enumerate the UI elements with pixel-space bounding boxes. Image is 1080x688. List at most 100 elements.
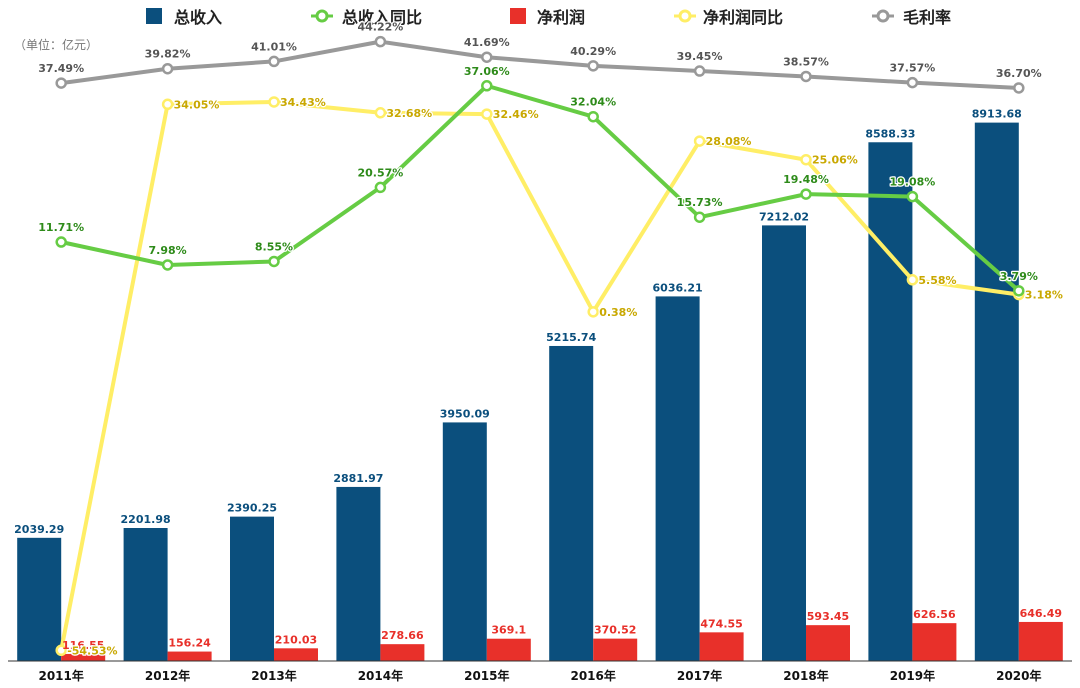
labels-layer: 2039.29 116.55 2201.98 156.24 2390.25 210.03 2… bbox=[14, 19, 1064, 658]
point-毛利率-2019年 bbox=[906, 76, 919, 89]
x-tick-2015年: 2015年 bbox=[464, 668, 509, 683]
point-label-毛利率-2020年: 36.70% bbox=[996, 67, 1042, 80]
bar-总收入-2015年 bbox=[442, 422, 487, 661]
bar-label-净利润-2011年: 116.55 bbox=[62, 639, 104, 652]
bar-总收入-2014年 bbox=[336, 486, 381, 661]
bar-总收入-2017年 bbox=[655, 296, 700, 661]
legend-label-总收入: 总收入 bbox=[174, 8, 222, 27]
point-label-毛利率-2013年: 41.01% bbox=[251, 40, 297, 53]
point-毛利率-2014年 bbox=[374, 35, 387, 48]
bar-净利润-2017年 bbox=[699, 632, 744, 661]
bar-label-总收入-2020年: 8913.68 bbox=[972, 108, 1022, 121]
bar-label-总收入-2014年: 2881.97 bbox=[333, 472, 383, 485]
bar-label-净利润-2020年: 646.49 bbox=[1020, 607, 1062, 620]
point-label-净利润同比-2013年: 34.43% bbox=[280, 96, 326, 109]
point-label-总收入同比-2011年: 11.71% bbox=[38, 221, 84, 234]
point-label-毛利率-2016年: 40.29% bbox=[570, 45, 616, 58]
x-tick-2014年: 2014年 bbox=[358, 668, 403, 683]
bar-label-净利润-2017年: 474.55 bbox=[700, 617, 742, 630]
bar-总收入-2013年 bbox=[230, 516, 274, 661]
point-label-净利润同比-2015年: 32.46% bbox=[493, 108, 539, 121]
bar-净利润-2020年 bbox=[1018, 621, 1063, 661]
point-毛利率-2011年 bbox=[55, 77, 67, 89]
x-tick-2012年: 2012年 bbox=[145, 668, 190, 683]
legend-marker-净利润同比 bbox=[678, 9, 692, 23]
point-总收入同比-2011年 bbox=[55, 236, 67, 248]
point-净利润同比-2019年 bbox=[906, 274, 919, 286]
legend-marker-总收入同比 bbox=[315, 9, 329, 23]
line-总收入同比 bbox=[60, 83, 1021, 293]
bar-label-净利润-2016年: 370.52 bbox=[594, 624, 636, 637]
x-tick-2017年: 2017年 bbox=[677, 668, 722, 683]
bar-总收入-2011年 bbox=[17, 537, 62, 661]
point-label-总收入同比-2016年: 32.04% bbox=[570, 96, 616, 109]
point-label-毛利率-2012年: 39.82% bbox=[145, 48, 191, 61]
legend-label-净利润: 净利润 bbox=[537, 8, 585, 27]
x-tick-2018年: 2018年 bbox=[783, 668, 828, 683]
line-净利润同比 bbox=[59, 99, 1020, 651]
point-净利润同比-2015年 bbox=[481, 108, 493, 120]
point-label-净利润同比-2011年: -54.53% bbox=[67, 644, 117, 657]
bar-label-净利润-2013年: 210.03 bbox=[275, 633, 317, 646]
point-label-总收入同比-2015年: 37.06% bbox=[464, 65, 510, 78]
point-总收入同比-2015年 bbox=[481, 80, 493, 92]
point-净利润同比-2013年 bbox=[268, 96, 280, 108]
point-毛利率-2013年 bbox=[268, 55, 280, 68]
bar-总收入-2012年 bbox=[123, 528, 168, 661]
bar-净利润-2014年 bbox=[380, 644, 425, 661]
bar-总收入-2018年 bbox=[762, 225, 806, 662]
point-毛利率-2015年 bbox=[481, 51, 493, 63]
x-tick-2013年: 2013年 bbox=[251, 668, 296, 683]
point-label-总收入同比-2012年: 7.98% bbox=[149, 244, 187, 257]
point-label-净利润同比-2014年: 32.68% bbox=[386, 107, 432, 120]
bar-总收入-2020年 bbox=[974, 122, 1019, 662]
bar-label-总收入-2012年: 2201.98 bbox=[121, 513, 171, 526]
lines-layer bbox=[55, 35, 1025, 657]
point-毛利率-2016年 bbox=[587, 60, 599, 72]
point-label-总收入同比-2018年: 19.48% bbox=[783, 173, 829, 186]
point-label-总收入同比-2013年: 8.55% bbox=[255, 240, 293, 253]
point-总收入同比-2019年 bbox=[906, 190, 919, 203]
bar-label-总收入-2011年: 2039.29 bbox=[14, 523, 64, 536]
bar-label-总收入-2016年: 5215.74 bbox=[546, 331, 596, 344]
point-label-毛利率-2018年: 38.57% bbox=[783, 55, 829, 68]
point-净利润同比-2017年 bbox=[693, 135, 706, 147]
point-label-毛利率-2017年: 39.45% bbox=[677, 50, 723, 63]
point-总收入同比-2018年 bbox=[800, 188, 812, 200]
point-净利润同比-2011年 bbox=[55, 644, 67, 657]
bar-label-净利润-2019年: 626.56 bbox=[913, 608, 956, 621]
point-总收入同比-2017年 bbox=[693, 211, 706, 223]
bars-layer bbox=[17, 122, 1063, 662]
point-毛利率-2020年 bbox=[1013, 82, 1025, 94]
point-净利润同比-2014年 bbox=[374, 107, 387, 119]
point-净利润同比-2016年 bbox=[587, 306, 599, 318]
bar-label-总收入-2013年: 2390.25 bbox=[227, 502, 277, 515]
bar-净利润-2019年 bbox=[912, 623, 957, 661]
point-label-净利润同比-2018年: 25.06% bbox=[812, 154, 858, 167]
x-tick-2016年: 2016年 bbox=[570, 668, 615, 683]
point-净利润同比-2018年 bbox=[800, 153, 812, 166]
point-label-总收入同比-2017年: 15.73% bbox=[677, 196, 723, 209]
point-总收入同比-2013年 bbox=[268, 255, 280, 268]
point-总收入同比-2016年 bbox=[587, 110, 599, 123]
bar-label-净利润-2018年: 593.45 bbox=[807, 610, 849, 623]
line-毛利率 bbox=[60, 39, 1019, 90]
point-总收入同比-2020年 bbox=[1013, 285, 1025, 297]
legend-marker-毛利率 bbox=[876, 9, 890, 23]
bar-label-总收入-2017年: 6036.21 bbox=[653, 281, 703, 294]
point-label-总收入同比-2020年: 3.79% bbox=[1000, 270, 1038, 283]
point-label-毛利率-2011年: 37.49% bbox=[38, 62, 84, 75]
point-总收入同比-2014年 bbox=[374, 181, 387, 194]
point-label-净利润同比-2019年: 5.58% bbox=[918, 274, 956, 287]
x-tick-2011年: 2011年 bbox=[38, 668, 83, 683]
point-label-总收入同比-2014年: 20.57% bbox=[357, 166, 403, 179]
point-label-毛利率-2019年: 37.57% bbox=[889, 62, 935, 75]
bar-净利润-2012年 bbox=[167, 651, 212, 661]
point-label-净利润同比-2012年: 34.05% bbox=[174, 98, 220, 111]
legend-swatch-净利润 bbox=[510, 8, 526, 24]
bar-label-净利润-2014年: 278.66 bbox=[381, 629, 424, 642]
point-label-毛利率-2014年: 44.22% bbox=[357, 21, 403, 34]
point-label-净利润同比-2020年: 3.18% bbox=[1025, 289, 1063, 302]
point-毛利率-2012年 bbox=[161, 62, 174, 75]
point-label-净利润同比-2017年: 28.08% bbox=[706, 135, 752, 148]
